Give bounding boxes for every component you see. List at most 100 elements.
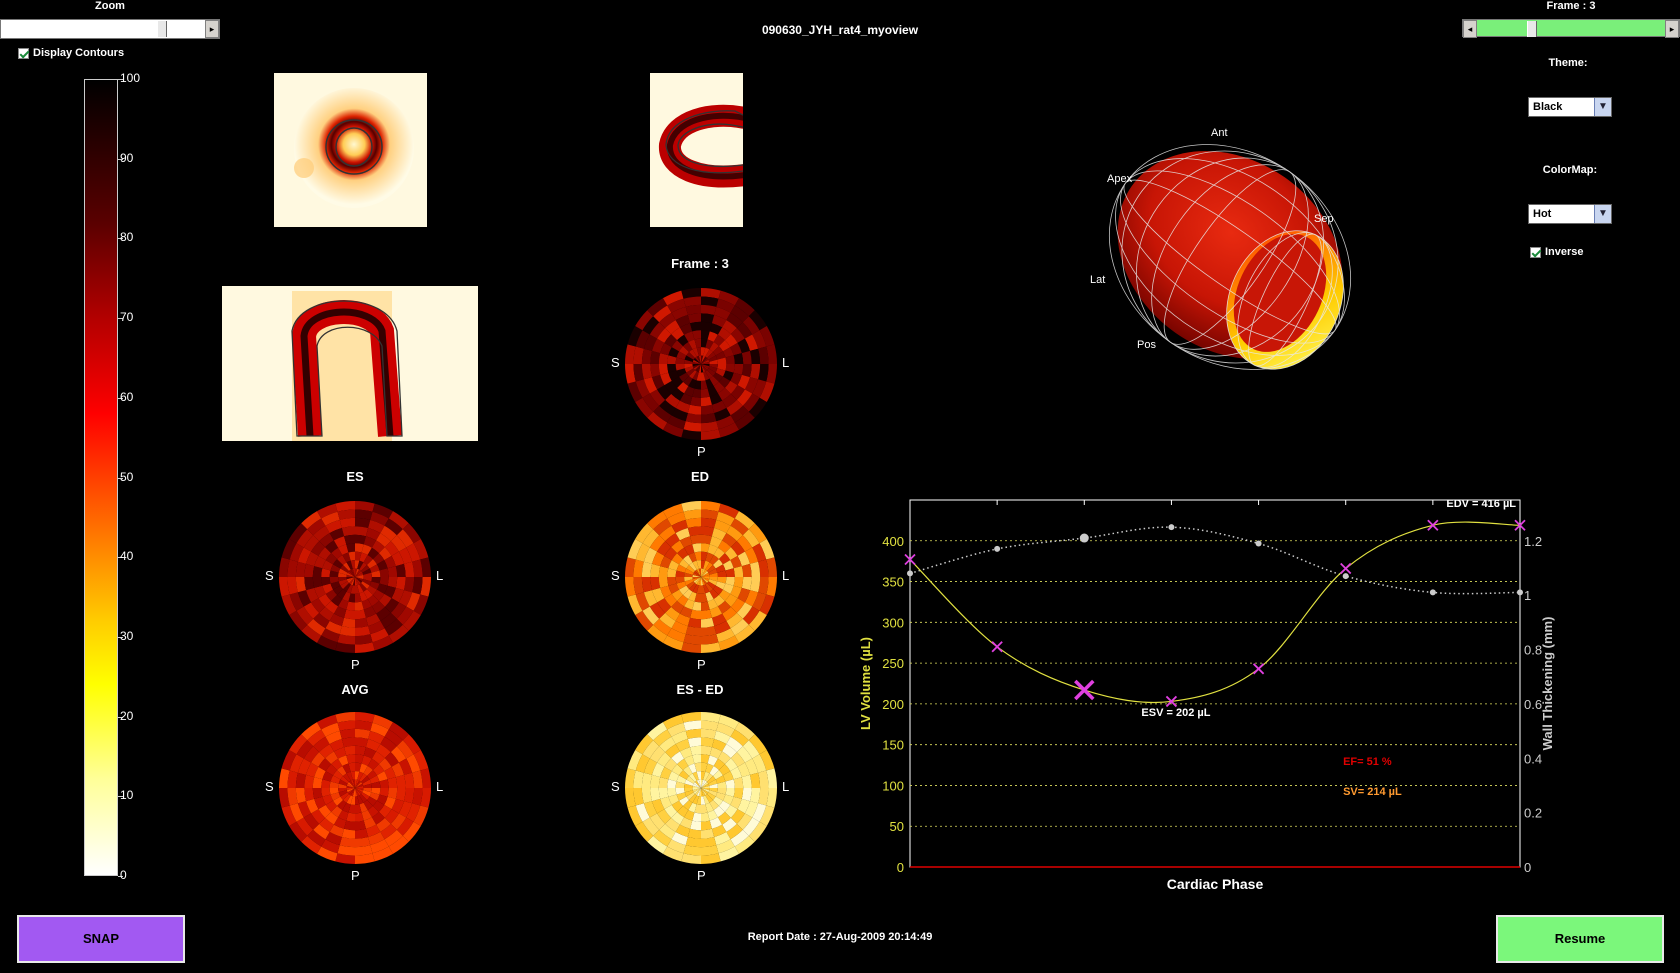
polar-map-frame [624, 287, 778, 441]
polar-segment [342, 526, 355, 536]
frame-label: Frame : 3 [1462, 0, 1680, 12]
theme-label: Theme: [1528, 57, 1608, 69]
chart-y-tick-label: 200 [882, 697, 904, 712]
volume-curve [910, 522, 1520, 702]
checkbox-check-icon[interactable] [1530, 247, 1541, 258]
polar-segment [355, 618, 368, 628]
colorbar-tick-label: 30 [120, 629, 133, 643]
polar-segment [304, 577, 314, 590]
polar-label-l: L [782, 355, 789, 370]
inverse-label: Inverse [1545, 246, 1584, 258]
volume-point [992, 642, 1002, 652]
frame-slider[interactable]: ◂ ▸ [1462, 19, 1680, 37]
polar-segment [742, 788, 752, 801]
colorbar-tick-label: 100 [120, 71, 140, 85]
polar-segment [701, 829, 714, 839]
polar-segment [396, 564, 406, 577]
thickening-point [1168, 524, 1174, 530]
thickening-curve [910, 527, 1520, 594]
theme-select[interactable]: Black ▼ [1528, 97, 1612, 117]
report-date: Report Date : 27-Aug-2009 20:14:49 [640, 931, 1040, 943]
polar-segment [355, 737, 368, 747]
zoom-slider-right-arrow[interactable]: ▸ [205, 20, 219, 38]
3d-label-lat: Lat [1090, 274, 1105, 286]
polar-segment [304, 775, 314, 788]
thickening-point [1080, 534, 1089, 543]
polar-segment [688, 313, 701, 323]
edv-annotation: EDV = 416 µL [1446, 498, 1516, 510]
polar-diff-title: ES - ED [600, 682, 800, 697]
long-axis-slice-vertical [222, 286, 478, 441]
chart-y-tick-label: 50 [890, 819, 904, 834]
colorbar-tick-label: 10 [120, 788, 133, 802]
polar-avg-title: AVG [255, 682, 455, 697]
frame-slider-right-arrow[interactable]: ▸ [1665, 20, 1679, 38]
polar-label-p: P [697, 444, 706, 459]
polar-segment [742, 577, 752, 590]
polar-segment [742, 564, 752, 577]
display-contours-label: Display Contours [33, 47, 124, 59]
zoom-label: Zoom [0, 0, 220, 12]
chart-y2-tick-label: 0.2 [1524, 806, 1542, 821]
frame-slider-left-arrow[interactable]: ◂ [1463, 20, 1477, 38]
polar-map-diff [624, 711, 778, 865]
polar-segment [396, 775, 406, 788]
zoom-slider-thumb[interactable] [157, 21, 167, 37]
polar-segment [688, 405, 701, 415]
polar-map-ed [624, 500, 778, 654]
colorbar-tick-label: 40 [120, 549, 133, 563]
frame-slider-thumb[interactable] [1527, 21, 1537, 37]
colormap-select[interactable]: Hot ▼ [1528, 204, 1612, 224]
colorbar-tick-label: 80 [120, 230, 133, 244]
volume-point [1075, 681, 1093, 699]
checkbox-check-icon[interactable] [18, 48, 29, 59]
chart-y2-label: Wall Thickening (mm) [1540, 617, 1555, 751]
theme-value: Black [1533, 101, 1562, 113]
polar-label-p: P [351, 657, 360, 672]
polar-label-p: P [351, 868, 360, 883]
polar-segment [701, 526, 714, 536]
polar-segment [396, 577, 406, 590]
polar-segment [396, 788, 406, 801]
colorbar-tick-label: 70 [120, 310, 133, 324]
polar-segment [688, 526, 701, 536]
polar-label-p: P [697, 868, 706, 883]
polar-segment [650, 577, 660, 590]
polar-segment [304, 564, 314, 577]
colorbar-tick-label: 50 [120, 470, 133, 484]
chart-y-tick-label: 250 [882, 656, 904, 671]
chart-y2-tick-label: 0.4 [1524, 751, 1542, 766]
polar-label-l: L [436, 568, 443, 583]
chevron-down-icon[interactable]: ▼ [1594, 98, 1611, 116]
display-contours-checkbox[interactable]: Display Contours [18, 47, 124, 59]
snap-button[interactable]: SNAP [17, 915, 185, 963]
polar-segment [742, 351, 752, 364]
polar-segment [650, 775, 660, 788]
polar-segment [304, 788, 314, 801]
3d-label-sep: Sep [1314, 213, 1334, 225]
volume-point [1254, 664, 1264, 674]
colorbar [84, 79, 118, 876]
polar-map-es [278, 500, 432, 654]
chevron-down-icon[interactable]: ▼ [1594, 205, 1611, 223]
volume-point [1341, 564, 1351, 574]
polar-segment [355, 526, 368, 536]
chart-y-tick-label: 350 [882, 575, 904, 590]
ef-annotation: EF= 51 % [1343, 756, 1392, 768]
3d-label-apex: Apex [1107, 173, 1132, 185]
polar-segment [701, 618, 714, 628]
zoom-slider[interactable]: ▸ [0, 19, 220, 39]
polar-segment [342, 737, 355, 747]
inverse-checkbox[interactable]: Inverse [1530, 246, 1584, 258]
resume-button[interactable]: Resume [1496, 915, 1664, 963]
polar-ed-title: ED [600, 469, 800, 484]
polar-segment [701, 737, 714, 747]
polar-label-s: S [265, 779, 274, 794]
polar-segment [650, 788, 660, 801]
polar-segment [742, 775, 752, 788]
chart-y-tick-label: 150 [882, 738, 904, 753]
esv-annotation: ESV = 202 µL [1141, 707, 1210, 719]
volume-point [1428, 520, 1438, 530]
polar-segment [650, 351, 660, 364]
volume-chart: 05010015020025030035040000.20.40.60.811.… [850, 490, 1570, 900]
